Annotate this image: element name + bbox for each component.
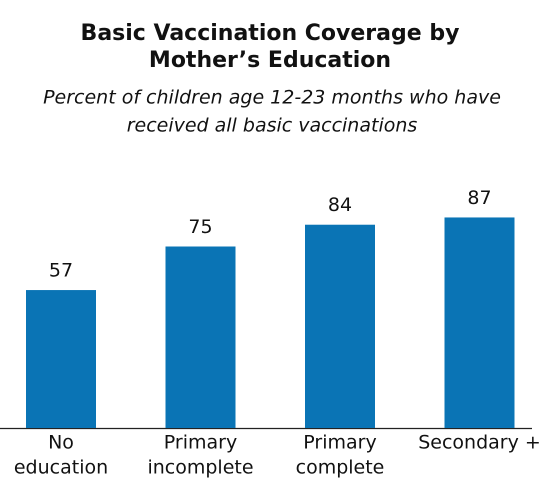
chart-title: Basic Vaccination Coverage by <box>81 21 460 46</box>
x-tick-label: education <box>14 457 108 479</box>
value-label: 84 <box>328 194 352 216</box>
x-tick-label: Primary <box>303 432 376 454</box>
x-tick-label: No <box>48 432 74 454</box>
chart-subtitle: received all basic vaccinations <box>127 115 418 137</box>
chart-title: Mother’s Education <box>149 48 391 73</box>
x-tick-label: incomplete <box>147 457 253 479</box>
bar <box>165 246 236 428</box>
bar <box>444 217 515 428</box>
value-label: 75 <box>188 216 212 238</box>
chart-subtitle: Percent of children age 12-23 months who… <box>43 87 501 109</box>
value-label: 87 <box>467 187 491 209</box>
bar <box>26 290 96 428</box>
x-tick-label: Primary <box>164 432 237 454</box>
value-label: 57 <box>49 260 73 282</box>
x-tick-label: complete <box>296 457 385 479</box>
x-tick-label: Secondary + <box>418 432 541 454</box>
bar <box>305 224 375 428</box>
